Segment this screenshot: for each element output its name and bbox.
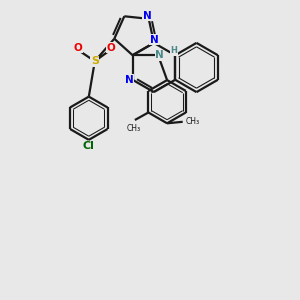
Text: O: O	[73, 43, 82, 53]
Text: Cl: Cl	[83, 141, 95, 152]
Text: CH₃: CH₃	[186, 117, 200, 126]
Text: N: N	[143, 11, 152, 21]
Text: N: N	[149, 35, 158, 45]
Text: CH₃: CH₃	[126, 124, 140, 133]
Text: N: N	[155, 50, 164, 60]
Text: N: N	[124, 75, 134, 85]
Text: O: O	[106, 43, 115, 53]
Text: S: S	[91, 56, 99, 66]
Text: H: H	[170, 46, 177, 55]
